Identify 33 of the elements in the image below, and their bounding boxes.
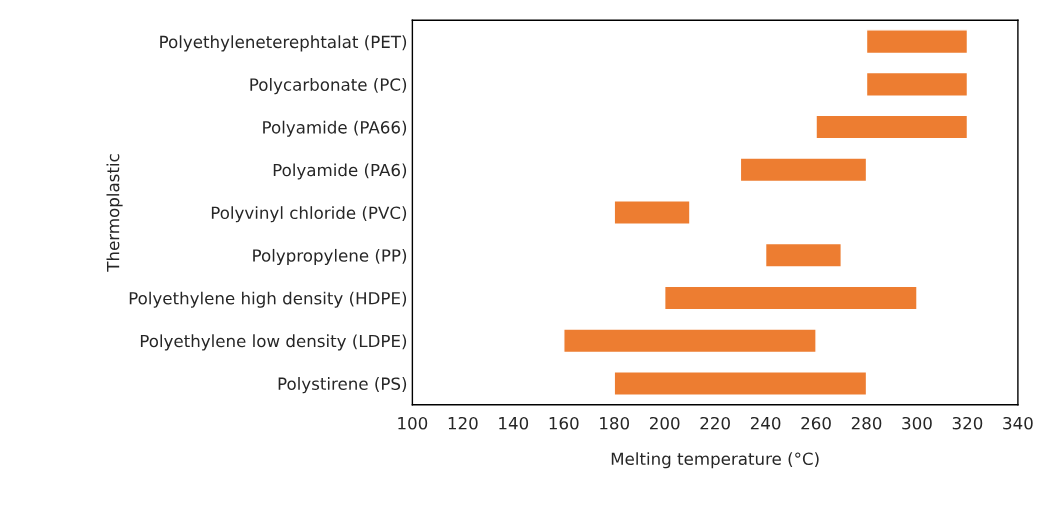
x-tick-label: 200 (650, 416, 680, 430)
y-tick-label: Polyethylene low density (LDPE) (140, 334, 407, 351)
bar (815, 114, 969, 140)
bar (739, 157, 868, 183)
x-tick-label: 260 (801, 416, 831, 430)
x-tick-label: 180 (600, 416, 630, 430)
bar (663, 285, 918, 311)
x-tick-label: 140 (499, 416, 529, 430)
x-tick-label: 340 (1003, 416, 1033, 430)
y-tick-label: Polyvinyl chloride (PVC) (211, 206, 407, 223)
y-tick-label: Polypropylene (PP) (253, 248, 407, 266)
y-tick-label: Polyethyleneterephtalat (PET) (160, 35, 407, 52)
y-tick-label: Polyamide (PA66) (263, 120, 407, 137)
y-tick-label: Polyamide (PA6) (273, 163, 407, 180)
x-tick-label: 160 (549, 416, 579, 430)
x-tick-label: 280 (851, 416, 882, 430)
bar (865, 71, 969, 97)
x-tick-label: 300 (902, 416, 932, 430)
bar (764, 242, 842, 268)
y-axis-title: Thermoplastic (106, 154, 123, 272)
bar (613, 370, 868, 396)
x-tick-label: 100 (398, 416, 428, 430)
x-axis-title: Melting temperature (°C) (611, 452, 819, 469)
x-tick-label: 320 (952, 416, 983, 430)
y-tick-label: Polycarbonate (PC) (250, 78, 407, 95)
x-tick-label: 120 (448, 416, 478, 430)
bar (865, 29, 969, 55)
y-tick-label: Polystirene (PS) (278, 377, 407, 394)
x-tick-label: 220 (700, 416, 730, 430)
bar (613, 200, 691, 225)
x-tick-label: 240 (750, 416, 781, 430)
bar (563, 328, 817, 354)
y-tick-label: Polyethylene high density (HDPE) (129, 291, 407, 308)
